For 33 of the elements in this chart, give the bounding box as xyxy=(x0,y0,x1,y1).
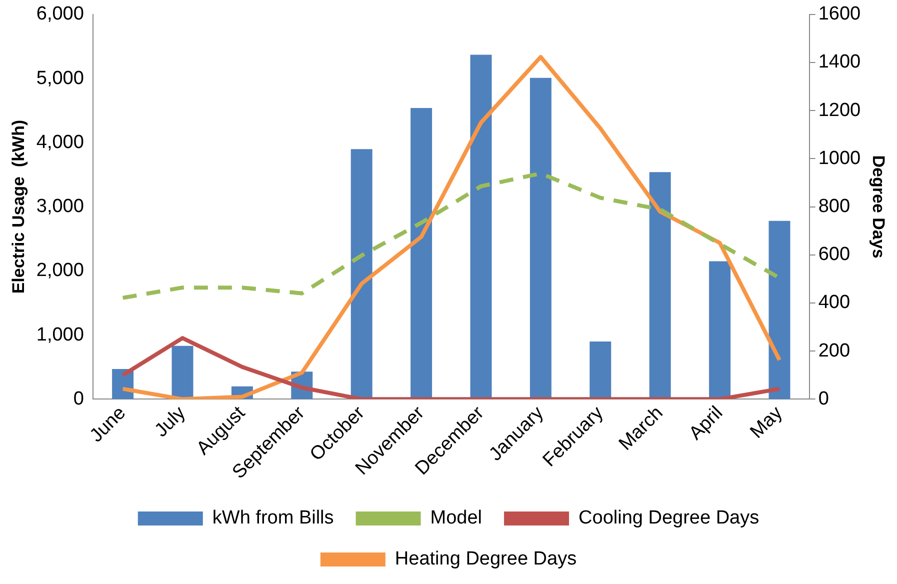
y2-tick-label: 1000 xyxy=(818,148,861,169)
y-tick-label: 5,000 xyxy=(36,68,84,89)
bar xyxy=(709,261,731,400)
bar xyxy=(410,108,432,400)
bar xyxy=(649,172,671,400)
bar xyxy=(470,54,492,400)
y2-tick-label: 1400 xyxy=(818,52,861,73)
y2-tick-label: 600 xyxy=(818,244,850,266)
y2-tick-label: 400 xyxy=(818,292,850,314)
x-tick-label: May xyxy=(746,402,788,443)
bar xyxy=(172,346,194,400)
x-tick-label: July xyxy=(150,402,190,442)
bar xyxy=(350,149,372,400)
legend-label: kWh from Bills xyxy=(212,508,334,529)
legend-label: Model xyxy=(430,508,482,529)
y-tick-label: 6,000 xyxy=(36,4,84,25)
y2-tick-label: 1600 xyxy=(818,4,861,25)
legend-label: Heating Degree Days xyxy=(394,548,577,570)
y2-tick-label: 800 xyxy=(818,196,850,218)
y-tick-label: 2,000 xyxy=(36,260,84,282)
legend-label: Cooling Degree Days xyxy=(578,508,760,529)
y-tick-label: 1,000 xyxy=(36,324,84,346)
bar xyxy=(530,78,552,400)
y-axis-title: Electric Usage (kWh) xyxy=(8,120,28,294)
y-tick-label: 3,000 xyxy=(36,196,84,218)
y-tick-label: 4,000 xyxy=(36,132,84,153)
bar xyxy=(590,341,612,400)
y2-tick-label: 0 xyxy=(818,388,829,410)
y2-axis-title: Degree Days xyxy=(869,155,888,258)
y-tick-label: 0 xyxy=(73,388,84,410)
y2-tick-label: 200 xyxy=(818,340,850,362)
y2-tick-label: 1200 xyxy=(818,100,861,121)
bar xyxy=(768,220,790,400)
